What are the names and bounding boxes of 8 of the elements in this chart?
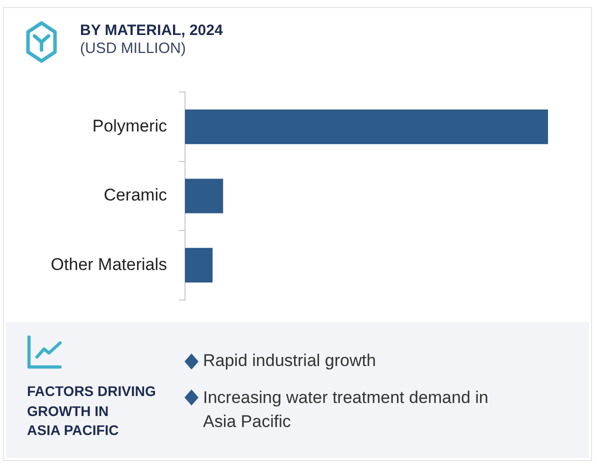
chart-subtitle: (USD MILLION): [80, 40, 186, 58]
y-tick-label: Polymeric: [92, 116, 168, 136]
text: Rapid industrial growth: [203, 350, 377, 372]
text: FACTORS DRIVING GROWTH IN ASIA PACIFIC: [27, 382, 156, 440]
y-tick-label: Other Materials: [50, 254, 167, 274]
y-tick-label: Ceramic: [104, 186, 168, 205]
chart-title: BY MATERIAL, 2024: [80, 22, 223, 40]
text: Increasing water treatment demand in Asia Pacific: [203, 386, 490, 433]
